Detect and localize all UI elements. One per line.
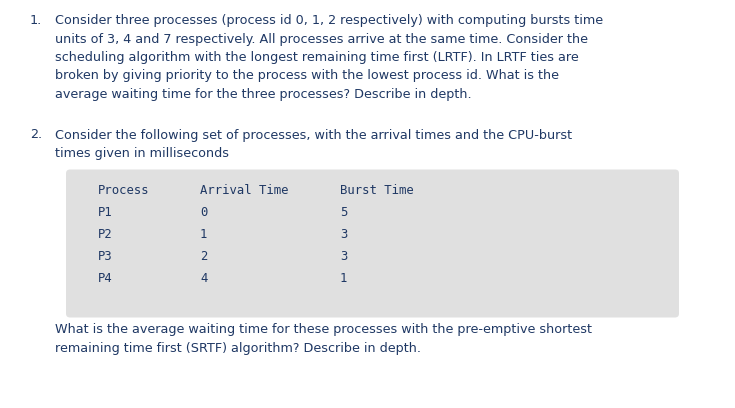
- Text: units of 3, 4 and 7 respectively. All processes arrive at the same time. Conside: units of 3, 4 and 7 respectively. All pr…: [55, 33, 588, 46]
- Text: P4: P4: [98, 271, 112, 284]
- Text: 2.: 2.: [30, 129, 42, 142]
- Text: 1: 1: [340, 271, 348, 284]
- Text: broken by giving priority to the process with the lowest process id. What is the: broken by giving priority to the process…: [55, 69, 559, 82]
- Text: Consider three processes (process id 0, 1, 2 respectively) with computing bursts: Consider three processes (process id 0, …: [55, 14, 603, 27]
- Text: Consider the following set of processes, with the arrival times and the CPU-burs: Consider the following set of processes,…: [55, 129, 572, 142]
- Text: What is the average waiting time for these processes with the pre-emptive shorte: What is the average waiting time for the…: [55, 324, 592, 337]
- Text: Burst Time: Burst Time: [340, 184, 414, 197]
- Text: 3: 3: [340, 228, 348, 240]
- Text: Arrival Time: Arrival Time: [200, 184, 289, 197]
- Text: 1: 1: [200, 228, 207, 240]
- Text: average waiting time for the three processes? Describe in depth.: average waiting time for the three proce…: [55, 88, 472, 101]
- Text: 3: 3: [340, 250, 348, 262]
- Text: Process: Process: [98, 184, 150, 197]
- Text: P1: P1: [98, 206, 112, 219]
- Text: P3: P3: [98, 250, 112, 262]
- Text: 4: 4: [200, 271, 207, 284]
- Text: scheduling algorithm with the longest remaining time first (LRTF). In LRTF ties : scheduling algorithm with the longest re…: [55, 51, 578, 64]
- Text: 2: 2: [200, 250, 207, 262]
- Text: 0: 0: [200, 206, 207, 219]
- Text: P2: P2: [98, 228, 112, 240]
- Text: times given in milliseconds: times given in milliseconds: [55, 147, 229, 160]
- Text: remaining time first (SRTF) algorithm? Describe in depth.: remaining time first (SRTF) algorithm? D…: [55, 342, 421, 355]
- Text: 1.: 1.: [30, 14, 42, 27]
- Text: 5: 5: [340, 206, 348, 219]
- FancyBboxPatch shape: [66, 169, 679, 317]
